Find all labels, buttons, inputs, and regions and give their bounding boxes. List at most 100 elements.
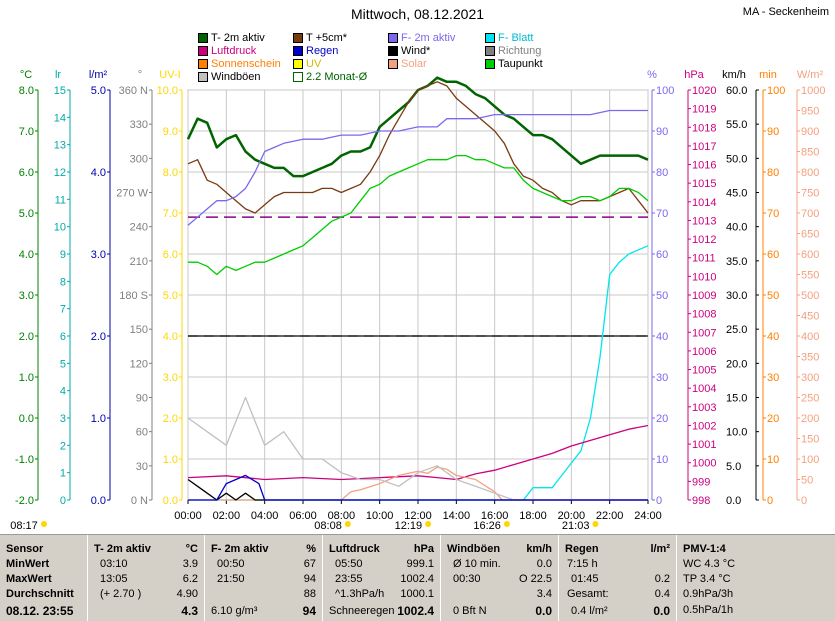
axis-tick-label: 1017: [692, 141, 716, 153]
axis-tick-label: 90: [136, 393, 148, 405]
axis-tick-label: -1.0: [15, 454, 34, 466]
axis-tick-label: 20: [656, 413, 668, 425]
axis-tick-label: 90: [767, 126, 779, 138]
cell-value: 0.0: [536, 558, 552, 570]
series-line: [187, 81, 649, 214]
series-line: [188, 154, 649, 276]
axis-tick-label: 15.0: [726, 393, 747, 405]
current-value: 94: [302, 604, 316, 618]
axis-tick-label: 5: [60, 358, 66, 370]
axis-tick-label: 4.0: [19, 249, 34, 261]
axis-tick-label: 400: [801, 331, 819, 343]
axis-tick-label: 60: [136, 427, 148, 439]
cell-value: WC 4.3 °C: [683, 558, 736, 570]
legend: T- 2m aktiv T +5cm* F- 2m aktiv F- Blatt…: [198, 32, 578, 86]
legend-swatch: [388, 33, 398, 43]
axis-tick-label: 40.0: [726, 222, 747, 234]
axis-unit-label: lr: [55, 69, 61, 81]
cell-time: 01:45: [571, 573, 599, 585]
row-label: Durchschnitt: [6, 588, 74, 600]
series-line: [187, 424, 649, 481]
column-title: Regen: [565, 543, 599, 555]
axis-tick-label: 350: [801, 352, 819, 364]
axis-tick-label: 3.0: [19, 290, 34, 302]
axis-tick-label: 30: [767, 372, 779, 384]
sun-marker-icon: [344, 521, 351, 527]
station-name: MA - Seckenheim: [742, 6, 829, 18]
series-line: [188, 474, 648, 501]
axis-tick-label: 450: [801, 311, 819, 323]
legend-item: Richtung: [485, 45, 541, 57]
x-tick-label: 10:00: [366, 510, 394, 522]
cell-time: 23:55: [335, 573, 363, 585]
cell-value: 94: [303, 573, 316, 585]
axis-tick-label: 1007: [692, 327, 716, 339]
axis-tick-label: 25.0: [726, 324, 747, 336]
legend-swatch: [293, 59, 303, 69]
column-unit: °C: [185, 543, 198, 555]
x-tick-label: 08:00: [328, 510, 356, 522]
axis-tick-label: 9.0: [163, 126, 178, 138]
cell-value: 67: [303, 558, 316, 570]
axis-tick-label: 40: [656, 331, 668, 343]
cell-value: 3.9: [182, 558, 198, 570]
axis-tick-label: 60: [656, 249, 668, 261]
column-title: PMV-1:4: [683, 543, 726, 555]
x-tick-label: 16:00: [481, 510, 509, 522]
column-title: Luftdruck: [329, 543, 380, 555]
legend-item: Regen: [293, 45, 338, 57]
axis-tick-label: 0.0: [91, 495, 106, 507]
axis-tick-label: 20: [767, 413, 779, 425]
legend-swatch: [198, 59, 208, 69]
column-title: T- 2m aktiv: [94, 543, 151, 555]
axis-unit-label: %: [647, 69, 657, 81]
column-title: F- 2m aktiv: [211, 543, 269, 555]
axis-tick-label: 4.0: [91, 167, 106, 179]
table-column: PMV-1:4 WC 4.3 °C TP 3.4 °C 0.9hPa/3h 0.…: [677, 535, 835, 621]
table-column: T- 2m aktiv °C 03:10 3.9 13:05 6.2 (+ 2.…: [88, 535, 205, 621]
series-line: [188, 466, 648, 501]
axis-tick-label: 650: [801, 229, 819, 241]
legend-swatch: [198, 33, 208, 43]
column-unit: l/m²: [650, 543, 670, 555]
legend-item: 2.2 Monat-Ø: [293, 71, 367, 83]
time-marker: 08:08: [314, 520, 342, 532]
time-marker: 21:03: [562, 520, 590, 532]
axis-tick-label: 10: [767, 454, 779, 466]
series-line: [187, 109, 648, 226]
axis-tick-label: 5.0: [19, 208, 34, 220]
current-value: 0.0: [535, 604, 552, 618]
timestamp: 08.12. 23:55: [6, 604, 74, 618]
axis-tick-label: 800: [801, 167, 819, 179]
axis-tick-label: 50: [801, 475, 813, 487]
cell-time: ^1.3hPa/h: [335, 588, 385, 600]
time-marker: 12:19: [395, 520, 423, 532]
axis-tick-label: 1000: [692, 458, 716, 470]
column-unit: hPa: [413, 543, 434, 555]
weather-state: Schneeregen: [329, 605, 395, 617]
axis-tick-label: 1.0: [163, 454, 178, 466]
axis-tick-label: 10.0: [726, 427, 747, 439]
axis-tick-label: 2: [60, 440, 66, 452]
legend-item: F- 2m aktiv: [388, 32, 455, 44]
cell-time: Ø 10 min.: [453, 558, 501, 570]
axis-tick-label: 120: [130, 358, 148, 370]
page-title: Mittwoch, 08.12.2021: [350, 6, 485, 22]
column-unit: km/h: [526, 543, 552, 555]
axis-unit-label: km/h: [722, 69, 746, 81]
axis-tick-label: 20.0: [726, 358, 747, 370]
axis-tick-label: 1001: [692, 439, 716, 451]
cell-time: 00:50: [217, 558, 245, 570]
legend-item: F- Blatt: [485, 32, 533, 44]
axis-tick-label: 950: [801, 106, 819, 118]
legend-item: T +5cm*: [293, 32, 347, 44]
x-tick-label: 06:00: [289, 510, 317, 522]
axis-tick-label: 1008: [692, 309, 716, 321]
axis-tick-label: 30: [136, 461, 148, 473]
axis-tick-label: 100: [801, 454, 819, 466]
axis-tick-label: 1016: [692, 160, 716, 172]
cell-time: Gesamt:: [567, 588, 609, 600]
cell-time: 00:30: [453, 573, 481, 585]
axis-tick-label: 15: [54, 85, 66, 97]
cell-time: (+ 2.70 ): [100, 588, 142, 600]
